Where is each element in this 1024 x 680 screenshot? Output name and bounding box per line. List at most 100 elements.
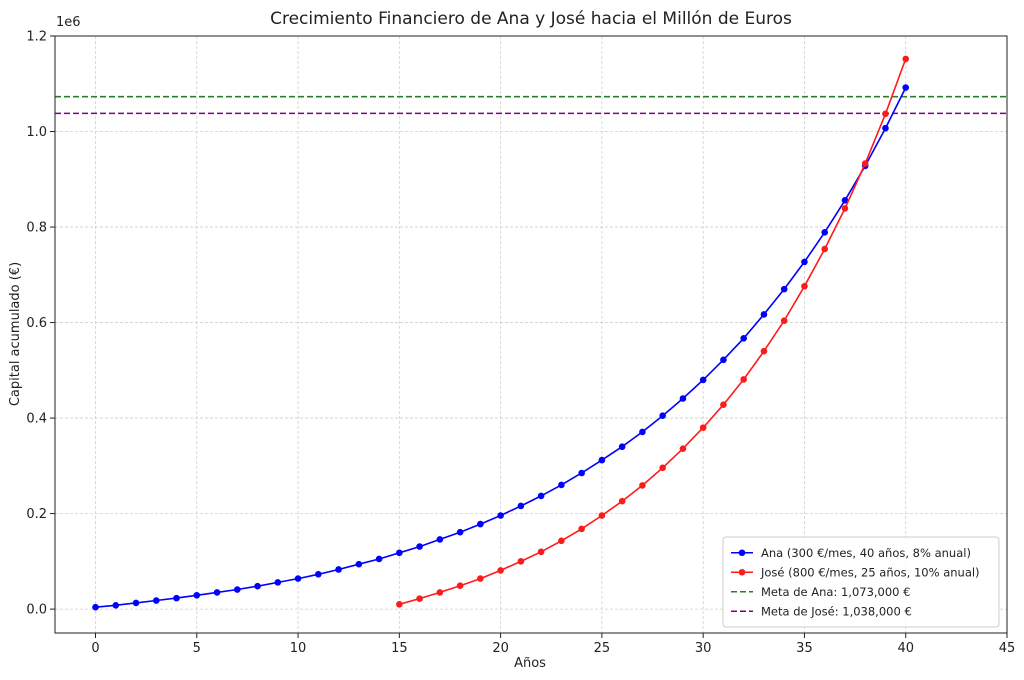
y-scale-label: 1e6 bbox=[56, 15, 81, 30]
data-point bbox=[396, 549, 403, 557]
data-point bbox=[578, 525, 585, 533]
data-point bbox=[396, 601, 403, 608]
data-point bbox=[294, 575, 302, 582]
data-point bbox=[740, 376, 747, 383]
data-point bbox=[537, 492, 545, 500]
legend-marker bbox=[738, 549, 746, 557]
data-point bbox=[416, 595, 423, 602]
legend-item: José (800 €/mes, 25 años, 10% anual) bbox=[731, 565, 980, 579]
data-point bbox=[679, 395, 687, 402]
legend-item: Ana (300 €/mes, 40 años, 8% anual) bbox=[731, 546, 971, 560]
data-point bbox=[517, 558, 525, 565]
x-tick-label: 20 bbox=[492, 641, 509, 656]
plot-frame bbox=[54, 35, 1008, 634]
data-point bbox=[841, 205, 849, 212]
data-point bbox=[456, 582, 464, 590]
y-tick-label: 0.6 bbox=[26, 316, 47, 331]
x-tick-label: 0 bbox=[91, 641, 99, 656]
data-point bbox=[720, 401, 727, 409]
data-point bbox=[699, 376, 707, 384]
data-point bbox=[477, 575, 484, 582]
data-point bbox=[173, 594, 180, 602]
data-point bbox=[639, 482, 646, 489]
data-point bbox=[679, 445, 687, 452]
legend-label: Ana (300 €/mes, 40 años, 8% anual) bbox=[761, 546, 971, 560]
data-point bbox=[436, 589, 444, 596]
series-line bbox=[399, 58, 907, 606]
x-tick-label: 25 bbox=[594, 641, 611, 656]
y-axis-label: Capital acumulado (€) bbox=[8, 262, 23, 406]
x-tick-label: 5 bbox=[193, 641, 201, 656]
data-point bbox=[801, 258, 808, 266]
data-point bbox=[861, 160, 869, 167]
data-point bbox=[598, 512, 606, 519]
y-tick-label: 0.8 bbox=[26, 221, 47, 236]
data-series bbox=[92, 55, 910, 611]
data-point bbox=[578, 469, 585, 477]
data-point bbox=[335, 566, 342, 573]
data-point bbox=[315, 570, 322, 578]
data-point bbox=[841, 196, 849, 204]
x-tick-label: 10 bbox=[290, 641, 307, 656]
data-point bbox=[659, 464, 666, 472]
data-point bbox=[882, 124, 889, 132]
axis-ticks: 0 5 10 15 20 25 30 35 40 45 0.0 0.2 0.4 0.6 0.8 1.0 1.2 bbox=[26, 30, 1015, 657]
data-point bbox=[882, 110, 889, 118]
x-tick-label: 15 bbox=[391, 641, 408, 656]
data-point bbox=[112, 601, 120, 609]
data-point bbox=[618, 497, 626, 505]
x-tick-label: 40 bbox=[897, 641, 914, 656]
data-point bbox=[720, 356, 727, 364]
data-point bbox=[355, 560, 363, 568]
legend-label: Meta de José: 1,038,000 € bbox=[761, 604, 912, 618]
y-tick-label: 0.4 bbox=[26, 412, 47, 427]
legend-marker bbox=[738, 568, 746, 576]
series-0 bbox=[92, 84, 910, 611]
data-point bbox=[537, 548, 545, 556]
data-point bbox=[132, 599, 140, 607]
data-point bbox=[477, 520, 484, 528]
y-tick-label: 1.0 bbox=[26, 125, 47, 140]
data-point bbox=[558, 537, 565, 545]
data-point bbox=[801, 282, 808, 290]
data-point bbox=[780, 285, 788, 293]
data-point bbox=[740, 335, 747, 342]
data-point bbox=[233, 586, 241, 593]
chart-title: Crecimiento Financiero de Ana y José hac… bbox=[270, 9, 792, 29]
data-point bbox=[902, 55, 910, 63]
data-point bbox=[497, 512, 504, 519]
data-point bbox=[639, 428, 646, 436]
x-axis-label: Años bbox=[514, 656, 546, 671]
x-tick-label: 45 bbox=[999, 641, 1016, 656]
legend-box bbox=[722, 536, 1000, 628]
data-point bbox=[254, 582, 261, 590]
legend: Ana (300 €/mes, 40 años, 8% anual) José (… bbox=[722, 536, 1000, 628]
y-tick-label: 0.2 bbox=[26, 507, 47, 522]
data-point bbox=[699, 424, 707, 431]
legend-label: José (800 €/mes, 25 años, 10% anual) bbox=[760, 565, 980, 579]
data-point bbox=[193, 591, 201, 599]
data-point bbox=[558, 481, 565, 489]
data-point bbox=[659, 412, 666, 419]
data-point bbox=[618, 443, 626, 451]
data-point bbox=[821, 245, 829, 253]
goal-lines bbox=[55, 95, 1007, 115]
data-point bbox=[92, 603, 99, 611]
data-point bbox=[152, 597, 160, 604]
y-tick-label: 0.0 bbox=[26, 603, 47, 618]
data-point bbox=[780, 317, 788, 324]
series-1 bbox=[396, 55, 910, 608]
data-point bbox=[760, 311, 768, 318]
x-tick-label: 35 bbox=[796, 641, 813, 656]
data-point bbox=[598, 456, 606, 464]
data-point bbox=[375, 555, 383, 563]
data-point bbox=[416, 543, 423, 550]
data-point bbox=[213, 589, 221, 596]
data-point bbox=[517, 502, 525, 510]
data-point bbox=[760, 347, 768, 355]
data-point bbox=[821, 228, 829, 236]
data-point bbox=[902, 84, 910, 91]
data-point bbox=[456, 528, 464, 536]
legend-label: Meta de Ana: 1,073,000 € bbox=[761, 585, 910, 599]
